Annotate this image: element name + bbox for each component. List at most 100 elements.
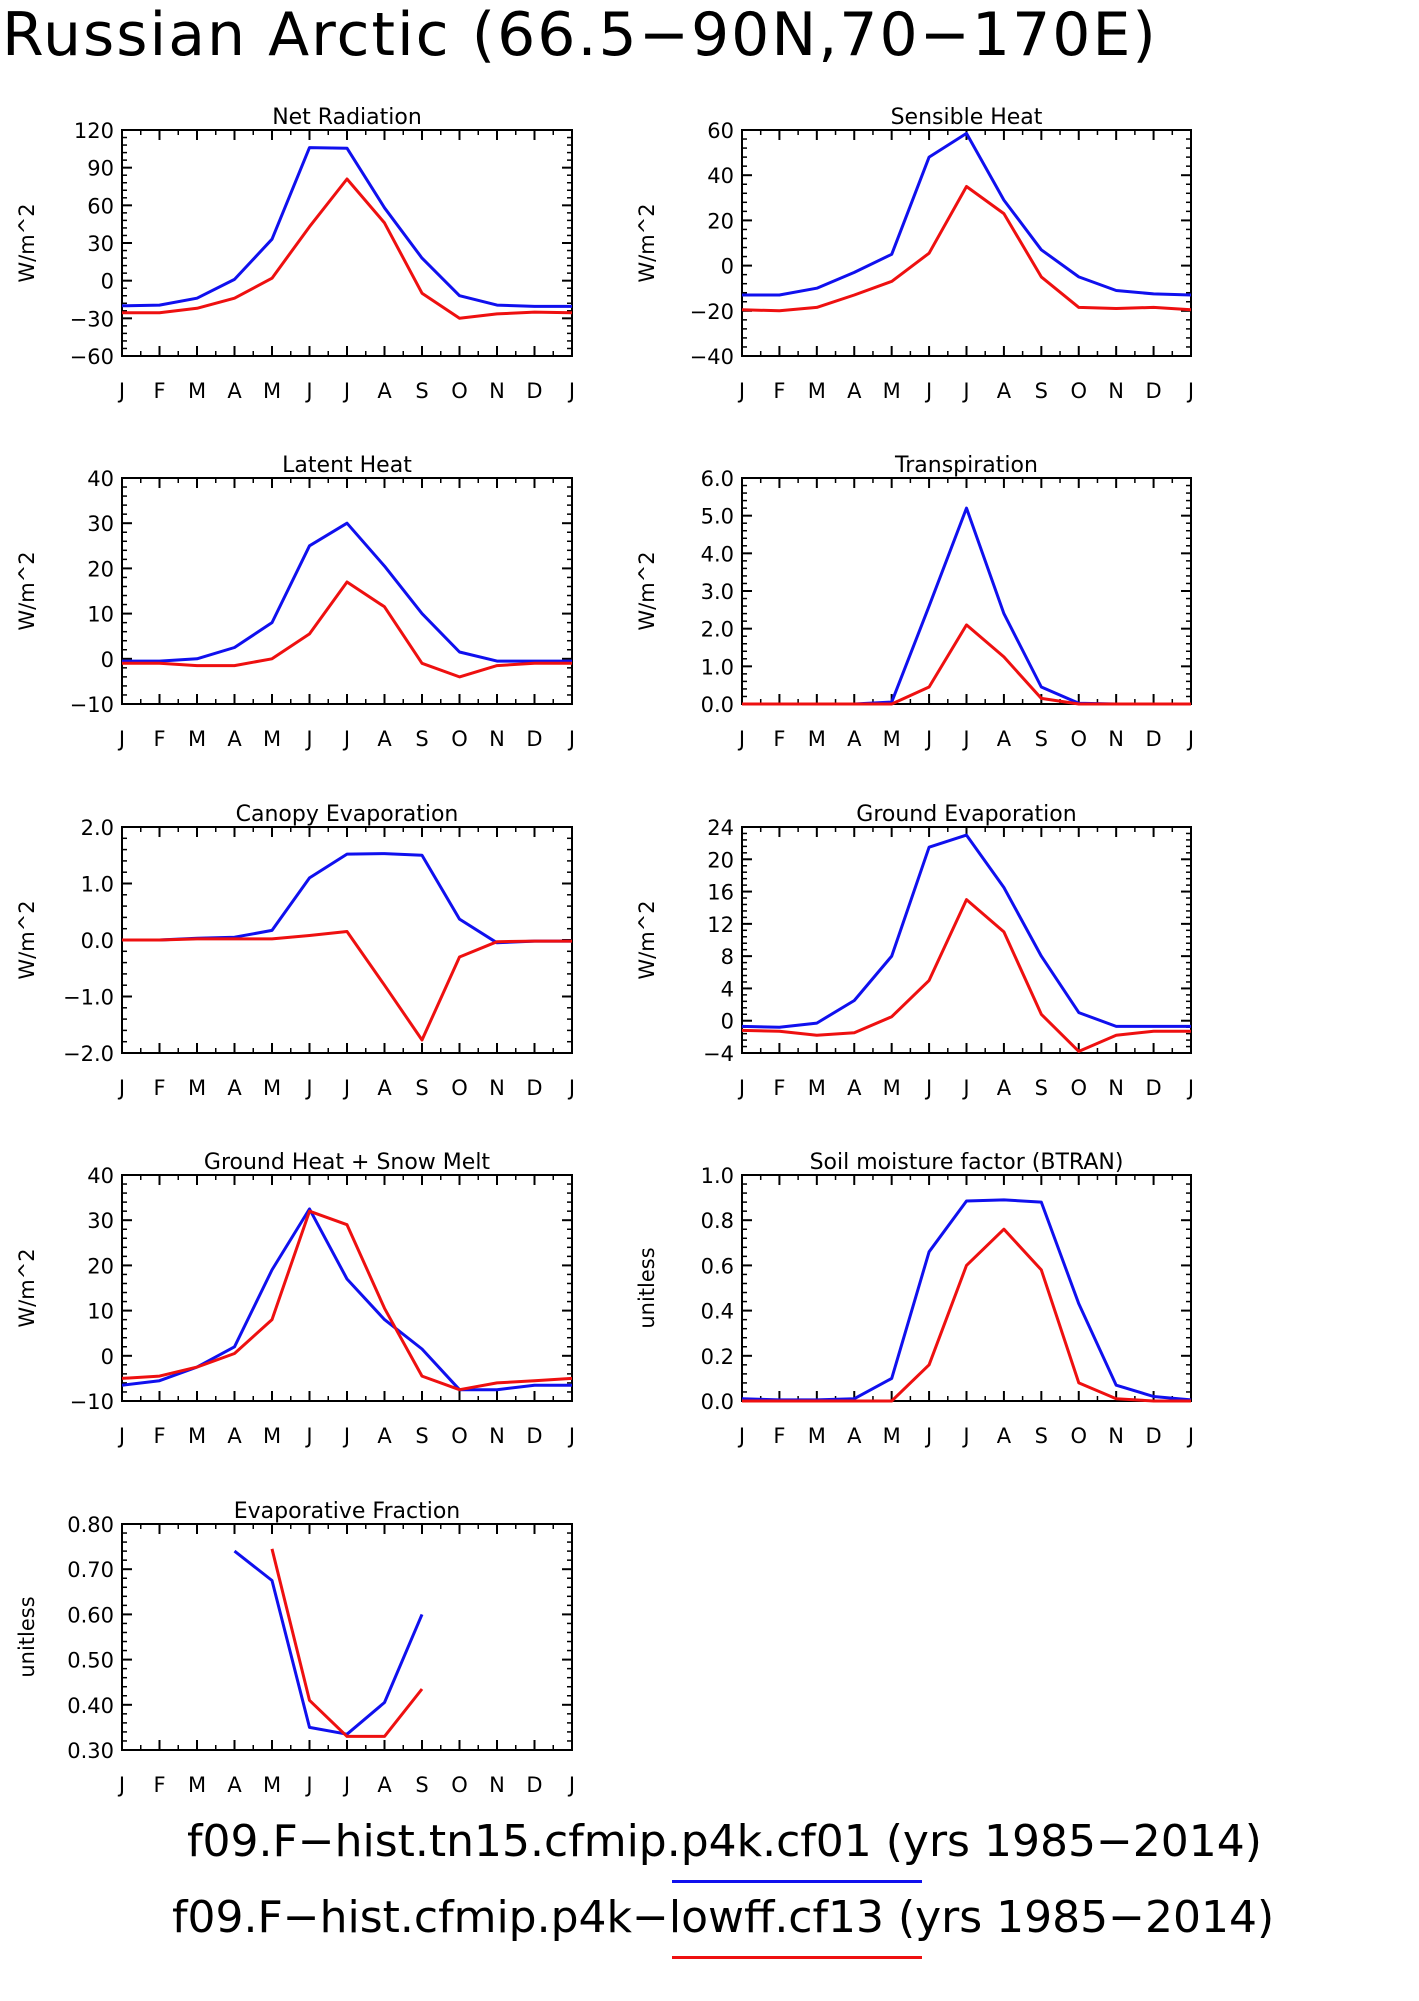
y-tick-label: 0.8 xyxy=(701,1209,734,1233)
x-tick-label: O xyxy=(451,727,468,751)
y-tick-label: 40 xyxy=(707,164,734,188)
y-tick-label: 90 xyxy=(87,157,114,181)
x-tick-label: O xyxy=(451,1773,468,1797)
legend-label-2: f09.F−hist.cfmip.p4k−lowff.cf13 (yrs 198… xyxy=(172,1892,1275,1943)
x-tick-label: J xyxy=(117,379,125,403)
x-tick-label: O xyxy=(451,379,468,403)
x-tick-label: M xyxy=(263,1424,281,1448)
x-tick-label: J xyxy=(961,1424,969,1448)
chart-title: Ground Evaporation xyxy=(856,802,1076,827)
x-tick-label: M xyxy=(883,1424,901,1448)
x-tick-label: J xyxy=(117,727,125,751)
chart-title: Sensible Heat xyxy=(891,105,1043,130)
x-tick-label: J xyxy=(737,1424,745,1448)
y-tick-label: 16 xyxy=(707,881,734,905)
y-tick-label: 0.50 xyxy=(67,1649,114,1673)
plot-frame xyxy=(121,1174,573,1402)
x-tick-label: J xyxy=(567,727,575,751)
x-tick-label: J xyxy=(961,1076,969,1100)
legend-swatch-2 xyxy=(672,1956,922,1959)
x-tick-label: J xyxy=(567,379,575,403)
x-tick-label: M xyxy=(188,379,206,403)
y-tick-label: −20 xyxy=(690,300,734,324)
y-axis-label: unitless xyxy=(635,1247,659,1328)
y-tick-label: 0 xyxy=(721,255,734,279)
x-tick-label: J xyxy=(737,1076,745,1100)
x-tick-label: F xyxy=(773,1424,785,1448)
x-tick-label: J xyxy=(1186,379,1194,403)
chart-title: Transpiration xyxy=(894,453,1038,478)
series-line-2 xyxy=(121,1209,573,1392)
y-axis-label: W/m^2 xyxy=(635,203,659,282)
y-tick-label: 20 xyxy=(707,209,734,233)
x-tick-label: A xyxy=(227,1076,242,1100)
y-tick-label: 1.0 xyxy=(701,655,734,679)
chart-title: Soil moisture factor (BTRAN) xyxy=(810,1150,1124,1175)
x-tick-label: N xyxy=(1108,1424,1124,1448)
y-tick-label: 0.0 xyxy=(81,929,114,953)
x-tick-label: S xyxy=(1035,1076,1048,1100)
x-tick-label: A xyxy=(227,1424,242,1448)
x-tick-label: A xyxy=(377,379,392,403)
y-tick-label: −30 xyxy=(70,307,114,331)
x-tick-label: F xyxy=(153,1076,165,1100)
x-tick-label: J xyxy=(342,1424,350,1448)
x-tick-label: N xyxy=(489,727,505,751)
y-tick-label: 1.0 xyxy=(701,1164,734,1188)
x-tick-label: O xyxy=(1070,1424,1087,1448)
x-tick-label: J xyxy=(567,1424,575,1448)
y-tick-label: 10 xyxy=(87,603,114,627)
x-tick-label: A xyxy=(997,1424,1012,1448)
x-tick-label: D xyxy=(526,1424,542,1448)
x-tick-label: O xyxy=(1070,379,1087,403)
x-tick-label: A xyxy=(847,379,862,403)
plot-frame xyxy=(741,826,1192,1054)
y-tick-label: 12 xyxy=(707,913,734,937)
series-line-2 xyxy=(122,580,572,679)
chart-title: Evaporative Fraction xyxy=(234,1499,460,1524)
x-tick-label: A xyxy=(377,1424,392,1448)
series-line-1 xyxy=(741,1198,1192,1402)
x-tick-label: J xyxy=(961,379,969,403)
y-tick-label: 10 xyxy=(87,1300,114,1324)
y-tick-label: 0 xyxy=(721,1010,734,1034)
y-tick-label: 0.4 xyxy=(701,1300,734,1324)
y-tick-label: 2.0 xyxy=(701,618,734,642)
x-tick-label: S xyxy=(1035,379,1048,403)
x-tick-label: S xyxy=(1035,727,1048,751)
legend-swatch-1 xyxy=(672,1880,922,1883)
y-axis-label: W/m^2 xyxy=(15,551,39,630)
x-tick-label: F xyxy=(773,379,785,403)
chart-title: Net Radiation xyxy=(272,105,422,130)
plot-frame xyxy=(121,1523,573,1751)
page-title: Russian Arctic (66.5−90N,70−170E) xyxy=(2,0,1158,70)
chart-panel-9: J F M A M J J A S O N D J0.300.400.500.600.700.80Eva… xyxy=(15,1499,575,1797)
x-tick-label: J xyxy=(342,379,350,403)
y-tick-label: 3.0 xyxy=(701,580,734,604)
x-tick-label: A xyxy=(997,727,1012,751)
x-tick-label: D xyxy=(1145,1424,1161,1448)
y-tick-label: 0.40 xyxy=(67,1694,114,1718)
x-tick-label: F xyxy=(773,1076,785,1100)
x-tick-label: J xyxy=(961,727,969,751)
x-tick-label: S xyxy=(415,1424,428,1448)
y-tick-label: 0.0 xyxy=(701,1390,734,1414)
x-tick-label: J xyxy=(342,1076,350,1100)
x-tick-label: M xyxy=(883,1076,901,1100)
y-tick-label: 0 xyxy=(101,270,114,294)
y-tick-label: 8 xyxy=(721,945,734,969)
series-line-2 xyxy=(742,623,1191,706)
y-tick-label: 60 xyxy=(87,194,114,218)
x-tick-label: O xyxy=(1070,1076,1087,1100)
x-tick-label: J xyxy=(567,1076,575,1100)
x-tick-label: D xyxy=(1145,727,1161,751)
x-tick-label: O xyxy=(1070,727,1087,751)
y-axis-label: unitless xyxy=(15,1596,39,1677)
plot-frame xyxy=(741,129,1192,357)
x-tick-label: A xyxy=(997,379,1012,403)
y-tick-label: −2.0 xyxy=(63,1042,114,1066)
x-tick-label: M xyxy=(263,727,281,751)
